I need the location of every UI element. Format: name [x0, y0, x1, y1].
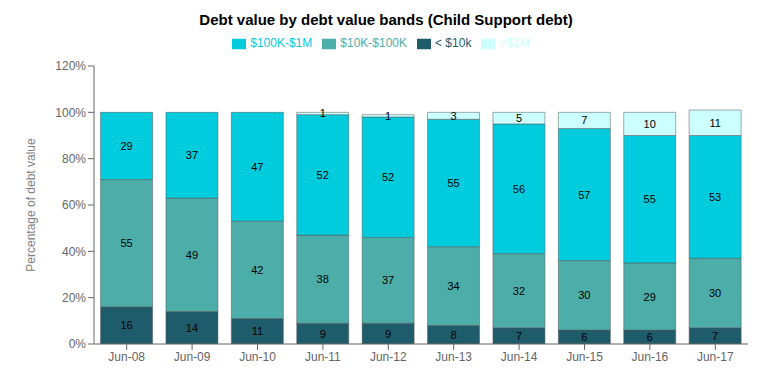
svg-text:49: 49 — [186, 249, 198, 261]
html-text:Debt value by debt value bands: Debt value by debt value bands (Child Su… — [199, 11, 573, 28]
html-text:$100K-$1M: $100K-$1M — [250, 36, 313, 50]
svg-text:1: 1 — [385, 110, 391, 122]
svg-text:Jun-11: Jun-11 — [305, 350, 341, 364]
svg-text:32: 32 — [513, 285, 525, 297]
svg-text:29: 29 — [120, 140, 132, 152]
svg-text:20%: 20% — [62, 291, 86, 305]
svg-text:Jun-14: Jun-14 — [501, 350, 538, 364]
svg-text:30: 30 — [709, 287, 721, 299]
svg-text:Jun-13: Jun-13 — [435, 350, 472, 364]
svg-text:3: 3 — [450, 110, 456, 122]
svg-text:8: 8 — [450, 329, 456, 341]
svg-text:120%: 120% — [55, 59, 86, 73]
svg-text:37: 37 — [382, 274, 394, 286]
svg-text:80%: 80% — [62, 152, 86, 166]
svg-text:52: 52 — [317, 169, 329, 181]
svg-text:38: 38 — [317, 273, 329, 285]
svg-text:40%: 40% — [62, 245, 86, 259]
svg-text:37: 37 — [186, 149, 198, 161]
svg-text:Jun-12: Jun-12 — [370, 350, 407, 364]
svg-text:100%: 100% — [55, 106, 86, 120]
svg-text:Jun-10: Jun-10 — [239, 350, 276, 364]
svg-text:Jun-08: Jun-08 — [108, 350, 145, 364]
svg-text:9: 9 — [320, 328, 326, 340]
svg-text:14: 14 — [186, 322, 198, 334]
svg-text:1: 1 — [320, 107, 326, 119]
svg-text:11: 11 — [252, 325, 263, 337]
svg-text:7: 7 — [712, 330, 718, 342]
svg-text:Jun-09: Jun-09 — [174, 350, 211, 364]
svg-text:5: 5 — [516, 112, 522, 124]
svg-text:47: 47 — [251, 161, 263, 173]
svg-text:11: 11 — [709, 117, 720, 129]
svg-text:Jun-15: Jun-15 — [566, 350, 603, 364]
svg-text:42: 42 — [251, 264, 263, 276]
svg-text:60%: 60% — [62, 198, 86, 212]
svg-text:7: 7 — [581, 114, 587, 126]
html-text:>$1M: >$1M — [499, 36, 530, 50]
svg-text:30: 30 — [578, 289, 590, 301]
svg-text:57: 57 — [578, 189, 590, 201]
svg-text:55: 55 — [447, 177, 459, 189]
svg-text:29: 29 — [644, 291, 656, 303]
svg-text:Percentage of debt value: Percentage of debt value — [24, 138, 38, 272]
html-text:$10K-$100K: $10K-$100K — [340, 36, 407, 50]
svg-text:9: 9 — [385, 328, 391, 340]
svg-text:16: 16 — [120, 319, 132, 331]
svg-text:10: 10 — [644, 118, 656, 130]
svg-text:53: 53 — [709, 191, 721, 203]
svg-text:7: 7 — [516, 330, 522, 342]
svg-text:6: 6 — [647, 331, 653, 343]
svg-text:0%: 0% — [69, 337, 87, 351]
svg-text:55: 55 — [644, 193, 656, 205]
svg-text:34: 34 — [447, 280, 459, 292]
html-text:< $10k: < $10k — [435, 36, 472, 50]
svg-text:6: 6 — [581, 331, 587, 343]
svg-text:52: 52 — [382, 171, 394, 183]
svg-text:55: 55 — [120, 237, 132, 249]
svg-text:56: 56 — [513, 183, 525, 195]
svg-text:Jun-17: Jun-17 — [697, 350, 734, 364]
svg-text:Jun-16: Jun-16 — [632, 350, 669, 364]
